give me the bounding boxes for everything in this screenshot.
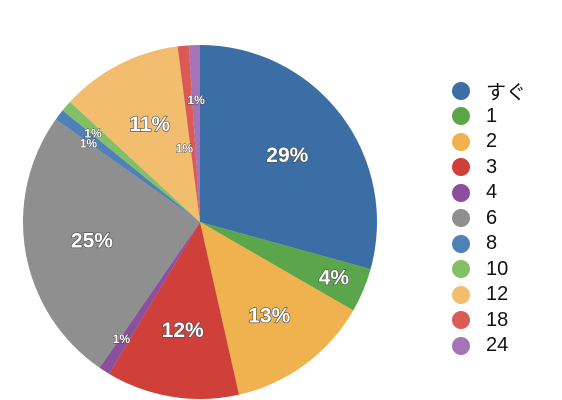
legend-label: 1 [486,104,498,127]
pie-slice-すぐ [200,45,377,270]
legend-swatch [452,81,470,100]
legend-swatch [452,285,470,304]
pie-slice-6 [23,119,200,368]
legend-item: 18 [452,308,526,334]
pie-slice-18 [177,45,200,223]
slice-label-4: 1% [113,332,131,346]
legend-swatch [452,158,470,177]
legend-item: 10 [452,257,526,283]
legend-swatch [452,234,470,253]
pie-slice-3 [109,222,239,399]
legend-swatch [452,107,470,126]
legend-item: 24 [452,333,526,359]
pie-slice-1 [200,222,371,311]
legend-label: 18 [486,308,509,331]
legend-label: 4 [486,181,498,204]
legend-item: 4 [452,180,526,206]
legend-label: 24 [486,334,509,357]
legend-item: すぐ [452,78,526,104]
legend-label: 8 [486,232,498,255]
pie-slice-2 [200,222,354,395]
legend-item: 3 [452,155,526,181]
slice-label-8: 1% [80,137,98,151]
slice-label-6: 25% [71,230,113,253]
legend: すぐ 1 2 3 4 6 8 10 12 18 24 [452,78,526,359]
slice-label-24: 1% [187,93,205,107]
legend-label: すぐ [486,82,526,105]
legend-swatch [452,336,470,355]
pie-slice-4 [99,222,200,374]
legend-swatch [452,260,470,279]
legend-label: 6 [486,206,498,229]
pie-slice-24 [188,45,200,222]
slice-label-1: 4% [319,267,350,290]
legend-label: 3 [486,155,498,178]
slice-label-18: 1% [176,142,194,156]
slice-label-すぐ: 29% [266,144,308,167]
slice-label-3: 12% [162,319,204,342]
legend-swatch [452,132,470,151]
legend-item: 8 [452,231,526,257]
legend-item: 2 [452,129,526,155]
slice-label-2: 13% [248,305,290,328]
pie-slice-10 [62,101,201,222]
legend-label: 10 [486,257,509,280]
legend-swatch [452,209,470,228]
slice-label-10: 1% [84,126,102,140]
pie-slice-12 [69,46,200,223]
legend-label: 2 [486,130,498,153]
legend-item: 12 [452,282,526,308]
pie-slice-8 [55,110,201,222]
legend-swatch [452,183,470,202]
legend-item: 1 [452,104,526,130]
legend-swatch [452,311,470,330]
legend-label: 12 [486,283,509,306]
slice-label-12: 11% [129,113,170,136]
legend-item: 6 [452,206,526,232]
